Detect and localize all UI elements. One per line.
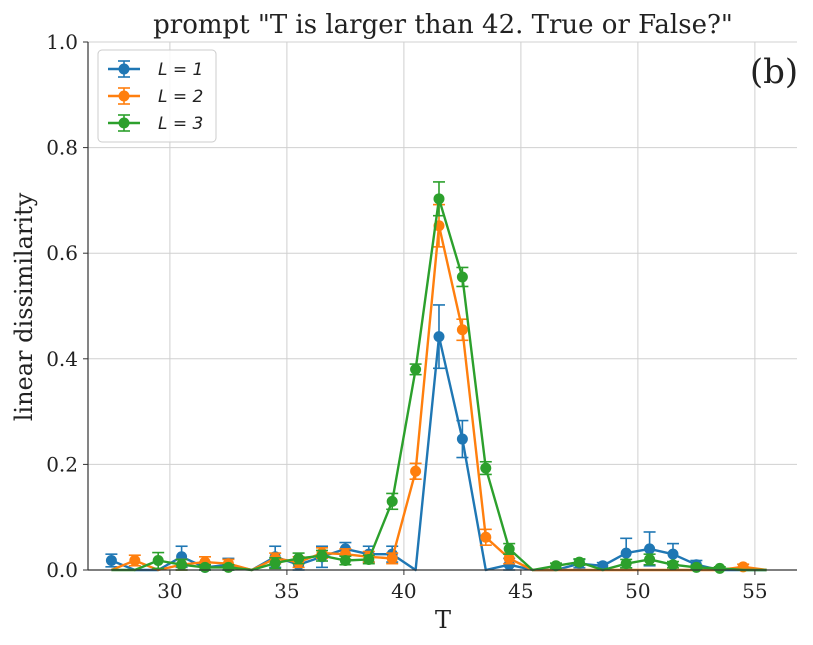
data-point [222,561,234,573]
x-tick-label: 30 [157,579,182,603]
axes [87,42,797,571]
legend-label: L = 1 [158,60,203,80]
data-point [573,556,585,568]
data-point [620,547,632,559]
data-point [620,558,632,570]
data-point [480,531,492,543]
legend-item: L = 1 [108,60,203,80]
data-point [152,554,164,566]
series-line [110,224,767,572]
data-point [433,331,445,343]
series-layer [105,181,767,574]
y-tick-label: 0.2 [46,452,78,476]
data-point [503,543,515,555]
data-point [363,553,375,565]
data-point [105,554,117,566]
legend-item: L = 3 [108,114,203,134]
series-2 [110,203,767,573]
y-tick-label: 0.0 [46,558,78,582]
y-tick-label: 1.0 [46,30,78,54]
data-point [667,559,679,571]
data-point [456,433,468,445]
data-point [433,193,445,205]
data-point [386,552,398,564]
panel-label: (b) [750,52,798,92]
data-point [456,324,468,336]
series-line [111,197,767,572]
legend-marker [118,63,130,75]
data-point [316,550,328,562]
x-tick-label: 45 [508,579,533,603]
y-axis-label: linear dissimilarity [10,192,38,421]
tick-labels: 30 35 40 45 50 55 0.0 0.2 0.4 0.6 0.8 1.0 [46,30,767,603]
x-axis-label: T [435,606,451,634]
data-point [176,559,188,571]
data-point [456,271,468,283]
x-tick-label: 55 [742,579,767,603]
grid [88,41,797,570]
data-point [690,561,702,573]
data-point [480,462,492,474]
legend-marker [118,90,130,102]
legend-label: L = 2 [158,87,203,107]
data-point [644,543,656,555]
data-point [199,561,211,573]
data-point [714,562,726,574]
legend-item: L = 2 [108,87,203,107]
data-point [339,554,351,566]
x-tick-label: 50 [625,579,650,603]
data-point [410,363,422,375]
data-point [129,554,141,566]
data-point [503,552,515,564]
data-point [667,548,679,560]
data-point [293,552,305,564]
series-line [110,335,767,572]
data-point [386,495,398,507]
x-tick-label: 40 [391,579,416,603]
data-point [410,465,422,477]
y-tick-label: 0.4 [46,347,78,371]
chart-title: prompt "T is larger than 42. True or Fal… [153,10,733,40]
legend-marker [118,117,130,129]
y-tick-label: 0.8 [46,136,78,160]
data-point [269,557,281,569]
series-1 [105,304,767,573]
data-point [644,553,656,565]
y-tick-label: 0.6 [46,241,78,265]
legend-label: L = 3 [158,114,203,134]
legend: L = 1 L = 2 L = 3 [97,49,217,143]
x-tick-label: 35 [274,579,299,603]
data-point [550,560,562,572]
